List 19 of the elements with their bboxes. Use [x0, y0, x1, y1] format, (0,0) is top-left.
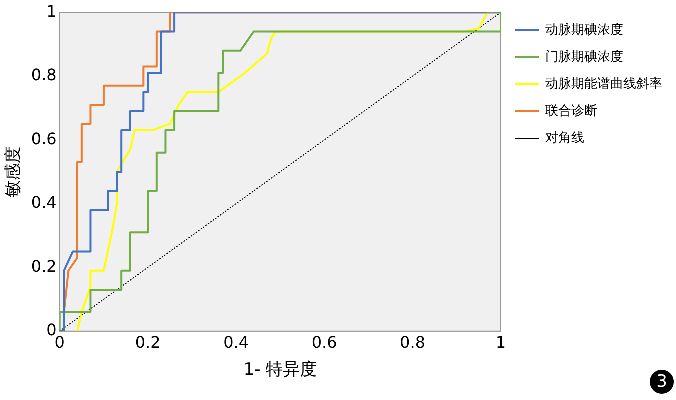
legend-label: 门脉期碘浓度	[546, 48, 624, 65]
legend-label: 联合诊断	[546, 104, 598, 119]
legend-label: 动脉期碘浓度	[546, 22, 624, 38]
y-tick-label: 0.2	[31, 256, 57, 276]
legend-label: 对角线	[546, 130, 584, 146]
x-axis-title: 1- 特异度	[244, 360, 318, 380]
y-tick-label: 1	[46, 2, 57, 21]
y-axis-title: 敏感度	[4, 146, 24, 198]
x-tick-label: 0.4	[224, 333, 250, 352]
legend-label: 动脉期能谱曲线斜率	[546, 76, 662, 92]
number-badge: 3	[650, 370, 674, 394]
y-tick-label: 0.8	[31, 66, 57, 85]
x-tick-label: 0.8	[400, 333, 426, 352]
x-tick-label: 0.2	[135, 333, 161, 352]
x-tick-label: 0.6	[312, 333, 338, 352]
y-tick-label: 0.4	[31, 193, 57, 212]
y-tick-label: 0	[46, 320, 57, 340]
y-tick-label: 0.6	[31, 129, 57, 148]
x-tick-label: 1	[496, 333, 506, 352]
